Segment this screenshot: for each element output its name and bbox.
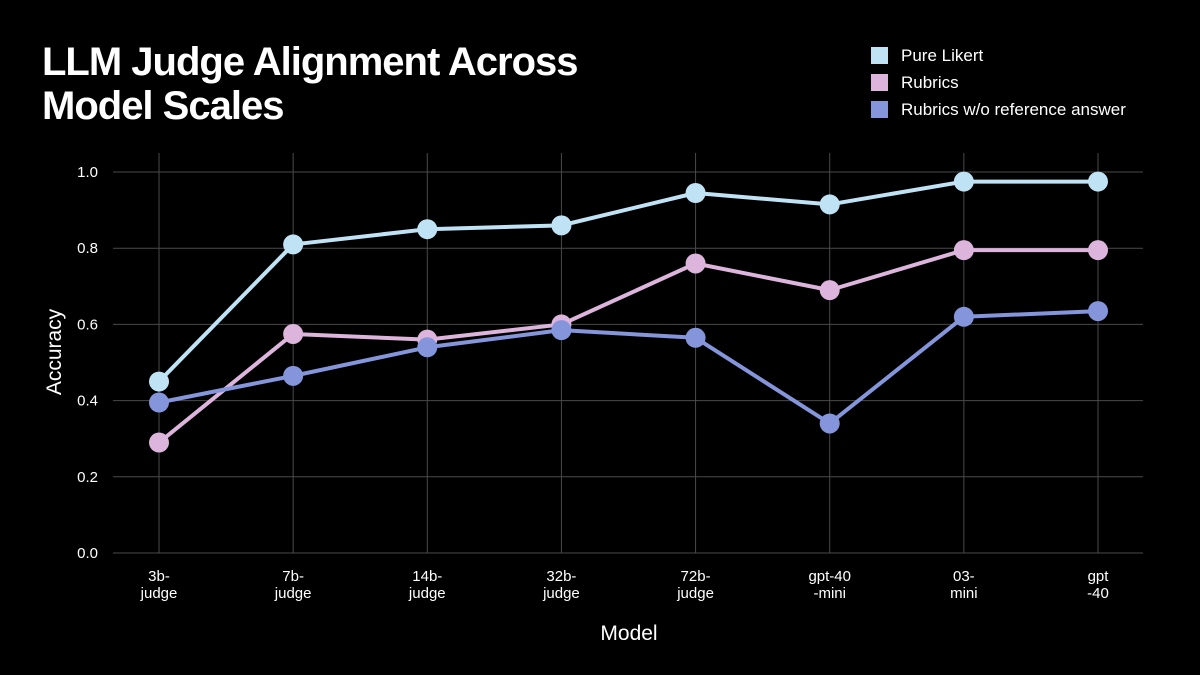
data-point [417,337,438,358]
legend-label-pure-likert: Pure Likert [901,45,984,65]
x-tick-label-line: 14b- [412,568,442,585]
x-axis-label: Model [600,622,657,645]
x-tick-label-line: judge [140,585,178,602]
x-tick-label-line: -mini [813,585,846,602]
data-point [551,320,572,341]
data-point [953,306,974,327]
data-point [551,215,572,236]
data-point [283,323,304,344]
data-point [685,327,706,348]
legend-item-rubrics: Rubrics [871,69,1126,96]
series-0 [149,171,1108,392]
chart-title: LLM Judge Alignment Across Model Scales [42,40,579,128]
x-tick-label: 7b-judge [274,568,312,602]
data-point [149,371,169,392]
legend-label-rubrics: Rubrics [901,72,959,92]
data-point [819,280,840,301]
x-tick-label-line: 7b- [282,568,304,585]
x-tick-label-line: 32b- [546,568,576,585]
x-tick-label: 72b-judge [676,568,714,602]
x-tick-label-line: -40 [1087,585,1109,602]
y-tick-label: 0.8 [77,240,98,257]
x-tick-label-line: judge [676,585,714,602]
x-tick-label-line: 72b- [681,568,711,585]
legend-item-pure-likert: Pure Likert [871,42,1126,69]
data-point [819,194,840,215]
x-tick-label-line: judge [274,585,312,602]
legend: Pure Likert Rubrics Rubrics w/o referenc… [871,42,1126,123]
legend-swatch-rubrics-no-ref [871,101,888,118]
legend-label-rubrics-no-ref: Rubrics w/o reference answer [901,99,1126,119]
y-tick-label: 0.4 [77,393,98,410]
y-axis-ticks: 0.0 0.2 0.4 0.6 0.8 1.0 [77,164,98,562]
x-tick-label: 14b-judge [408,568,446,602]
data-point [283,234,304,255]
data-point [1088,301,1108,322]
y-tick-label: 0.2 [77,469,98,486]
x-tick-label-line: gpt [1088,568,1110,585]
legend-item-rubrics-no-ref: Rubrics w/o reference answer [871,96,1126,123]
series-line [157,248,1098,445]
data-point [1088,171,1108,192]
x-tick-label-line: 03- [953,568,975,585]
x-tick-label-line: judge [408,585,446,602]
data-point [819,413,840,434]
y-tick-label: 0.6 [77,316,98,333]
series-2 [149,301,1108,434]
y-axis-label: Accuracy [43,308,66,395]
series-layer [149,171,1108,453]
legend-swatch-rubrics [871,74,888,91]
data-point [1088,240,1108,261]
data-point [149,392,169,413]
x-tick-label-line: mini [950,585,978,602]
x-tick-label-line: 3b- [148,568,170,585]
x-tick-label: 3b-judge [140,568,178,602]
y-tick-label: 1.0 [77,164,98,181]
grid [113,153,1143,554]
data-point [149,432,169,453]
data-point [283,365,304,386]
x-tick-label: gpt -40 [1087,568,1109,602]
x-tick-label: gpt-40 -mini [808,568,851,602]
data-point [953,171,974,192]
data-point [953,240,974,261]
x-tick-label-line: judge [542,585,580,602]
data-point [417,219,438,240]
series-1 [149,240,1108,453]
data-point [685,253,706,274]
y-tick-label: 0.0 [77,545,98,562]
legend-swatch-pure-likert [871,47,888,64]
x-tick-label-line: gpt-40 [808,568,851,585]
x-tick-label: 32b-judge [542,568,580,602]
x-axis-ticks: 3b-judge7b-judge14b-judge32b-judge72b-ju… [140,568,1110,602]
series-line [158,309,1099,426]
series-line [157,179,1098,383]
data-point [685,183,706,203]
x-tick-label: 03-mini [950,568,978,602]
